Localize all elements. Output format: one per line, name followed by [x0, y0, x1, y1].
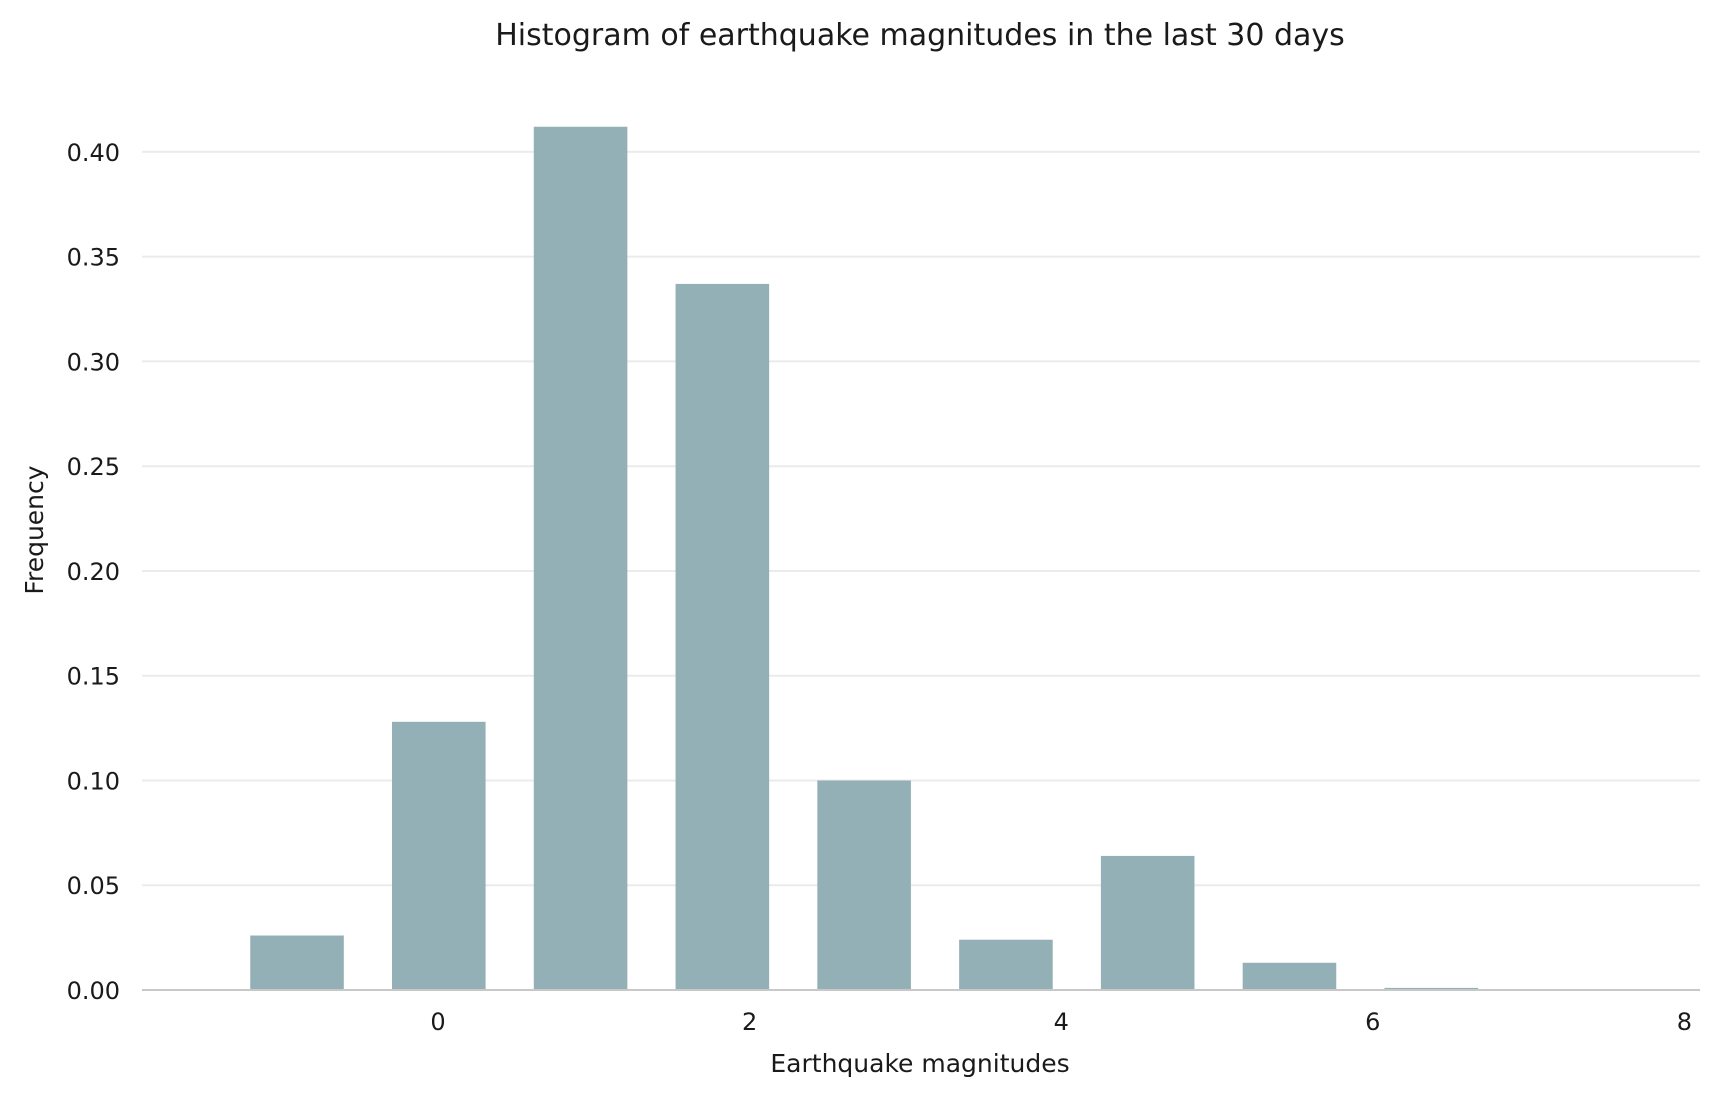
grid-lines — [142, 150, 1700, 887]
histogram-bar — [817, 780, 911, 990]
y-tick-label: 0.20 — [67, 558, 120, 586]
y-tick-label: 0.00 — [67, 977, 120, 1005]
y-tick-label: 0.30 — [67, 348, 120, 376]
histogram-bar — [959, 939, 1053, 990]
histogram-bar — [675, 283, 770, 990]
x-tick-label: 0 — [430, 1008, 445, 1036]
y-tick-label: 0.35 — [67, 244, 120, 272]
histogram-bar — [250, 935, 344, 990]
y-tick-label: 0.15 — [67, 663, 120, 691]
x-axis-label: Earthquake magnitudes — [770, 1049, 1069, 1078]
y-tick-label: 0.40 — [67, 139, 120, 167]
x-axis-ticks: 0 2 4 6 8 — [430, 1008, 1692, 1036]
y-tick-label: 0.10 — [67, 767, 120, 795]
histogram-bar — [1384, 987, 1479, 990]
x-tick-label: 8 — [1677, 1008, 1692, 1036]
x-tick-label: 6 — [1365, 1008, 1380, 1036]
histogram-bars — [250, 126, 1479, 990]
y-axis-ticks: 0.00 0.05 0.10 0.15 0.20 0.25 0.30 0.35 0.40 — [67, 139, 120, 1005]
histogram-bar — [533, 126, 628, 990]
histogram-bar — [392, 721, 486, 990]
chart-title: Histogram of earthquake magnitudes in th… — [495, 18, 1345, 53]
y-tick-label: 0.05 — [67, 872, 120, 900]
histogram-bar — [1242, 962, 1337, 990]
y-tick-label: 0.25 — [67, 453, 120, 481]
x-tick-label: 4 — [1054, 1008, 1069, 1036]
y-axis-label: Frequency — [20, 465, 49, 594]
histogram-bar — [1100, 855, 1195, 990]
x-tick-label: 2 — [742, 1008, 757, 1036]
